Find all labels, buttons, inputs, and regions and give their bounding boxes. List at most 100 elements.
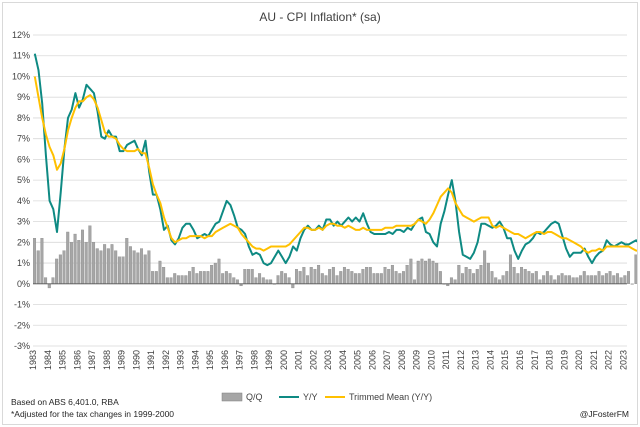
qq-bar bbox=[376, 273, 380, 284]
qq-bar bbox=[590, 275, 594, 284]
x-tick-label: 2004 bbox=[338, 350, 348, 370]
x-axis-ticks: 1983 1984 1985 1986 1987 1988 1989 1990 1991 1992… bbox=[28, 350, 628, 370]
qq-bar bbox=[568, 275, 571, 284]
qq-bar bbox=[110, 244, 114, 284]
qq-bar bbox=[106, 248, 110, 284]
qq-bar bbox=[306, 275, 310, 284]
qq-bar bbox=[320, 273, 324, 284]
qq-bar bbox=[527, 271, 531, 284]
qq-bar bbox=[33, 238, 37, 284]
y-tick-label: 2% bbox=[17, 237, 30, 247]
qq-bar bbox=[184, 275, 188, 284]
qq-bar bbox=[346, 269, 350, 284]
qq-bar bbox=[335, 275, 339, 284]
y-tick-label: -2% bbox=[14, 320, 30, 330]
x-tick-label: 2005 bbox=[353, 350, 363, 370]
x-tick-label: 1999 bbox=[264, 350, 274, 370]
qq-bar bbox=[549, 275, 553, 284]
x-tick-label: 2021 bbox=[589, 350, 599, 370]
qq-bar bbox=[516, 273, 520, 284]
qq-bar bbox=[44, 277, 48, 284]
x-tick-label: 1997 bbox=[235, 350, 245, 370]
qq-bar bbox=[317, 264, 321, 284]
qq-bar bbox=[601, 275, 605, 284]
x-tick-label: 2017 bbox=[530, 350, 540, 370]
x-tick-label: 2012 bbox=[456, 350, 466, 370]
qq-bar bbox=[228, 273, 232, 284]
qq-bar bbox=[505, 271, 509, 284]
qq-bar bbox=[77, 240, 81, 284]
legend-swatch-qq bbox=[221, 392, 243, 402]
qq-bar bbox=[623, 275, 627, 284]
qq-bar bbox=[350, 271, 354, 284]
qq-bar bbox=[394, 271, 398, 284]
qq-bar bbox=[99, 250, 103, 284]
qq-bar bbox=[95, 248, 99, 284]
x-tick-label: 1988 bbox=[102, 350, 112, 370]
qq-bar bbox=[361, 269, 365, 284]
qq-bar bbox=[420, 258, 424, 284]
x-tick-label: 1998 bbox=[249, 350, 259, 370]
x-tick-label: 1992 bbox=[161, 350, 171, 370]
qq-bar bbox=[114, 250, 118, 284]
x-tick-label: 2019 bbox=[559, 350, 569, 370]
y-tick-label: -3% bbox=[14, 341, 30, 351]
qq-bar bbox=[461, 273, 464, 284]
x-tick-label: 2001 bbox=[294, 350, 304, 370]
qq-bar bbox=[475, 269, 479, 284]
qq-bar bbox=[387, 269, 391, 284]
qq-bar bbox=[483, 250, 487, 284]
qq-bar bbox=[55, 258, 59, 284]
qq-bar bbox=[534, 271, 538, 284]
qq-bar bbox=[169, 277, 173, 284]
y-axis-ticks: -3% -2% -1% 0% 1% 2% 3% 4% 5% 6% 7% 8% 9% 10% 11% 12% bbox=[12, 30, 30, 351]
x-tick-label: 2007 bbox=[382, 350, 392, 370]
qq-bar bbox=[490, 271, 494, 284]
qq-bar bbox=[309, 267, 313, 284]
y-tick-label: 8% bbox=[17, 113, 30, 123]
x-tick-label: 1987 bbox=[87, 350, 97, 370]
y-tick-label: -1% bbox=[14, 300, 30, 310]
qq-bar bbox=[202, 271, 206, 284]
qq-bar bbox=[383, 267, 387, 284]
x-tick-label: 2003 bbox=[323, 350, 333, 370]
x-tick-label: 1996 bbox=[220, 350, 230, 370]
x-tick-label: 2002 bbox=[308, 350, 318, 370]
qq-bar bbox=[206, 271, 210, 284]
qq-bar bbox=[132, 250, 136, 284]
qq-bar bbox=[494, 277, 498, 284]
qq-bar bbox=[354, 273, 357, 284]
qq-bar bbox=[221, 273, 225, 284]
qq-bar bbox=[265, 279, 269, 284]
qq-bar bbox=[69, 242, 73, 284]
qq-bar bbox=[199, 271, 203, 284]
qq-bar bbox=[283, 273, 287, 284]
qq-bar bbox=[564, 275, 568, 284]
qq-bar bbox=[431, 260, 435, 284]
qq-bar bbox=[235, 279, 239, 284]
x-tick-label: 2013 bbox=[471, 350, 481, 370]
qq-bar bbox=[479, 264, 483, 284]
x-tick-label: 1983 bbox=[28, 350, 38, 370]
qq-bar bbox=[180, 275, 184, 284]
qq-bar bbox=[298, 271, 302, 284]
y-tick-label: 9% bbox=[17, 92, 30, 102]
qq-bar bbox=[372, 273, 376, 284]
qq-bar bbox=[368, 267, 372, 284]
qq-bar bbox=[62, 250, 66, 284]
qq-bar bbox=[339, 271, 343, 284]
qq-bar bbox=[250, 269, 254, 284]
qq-bar bbox=[597, 271, 601, 284]
y-tick-label: 10% bbox=[12, 71, 30, 81]
qq-bar bbox=[331, 267, 335, 284]
qq-bar bbox=[188, 271, 191, 284]
qq-bar bbox=[575, 277, 579, 284]
qq-bar bbox=[427, 258, 431, 284]
y-tick-label: 6% bbox=[17, 154, 30, 164]
qq-bar bbox=[243, 269, 247, 284]
qq-bar bbox=[405, 264, 409, 284]
qq-bar bbox=[47, 283, 51, 289]
qq-bar bbox=[379, 273, 383, 284]
adjustment-note: *Adjusted for the tax changes in 1999-20… bbox=[11, 409, 174, 419]
